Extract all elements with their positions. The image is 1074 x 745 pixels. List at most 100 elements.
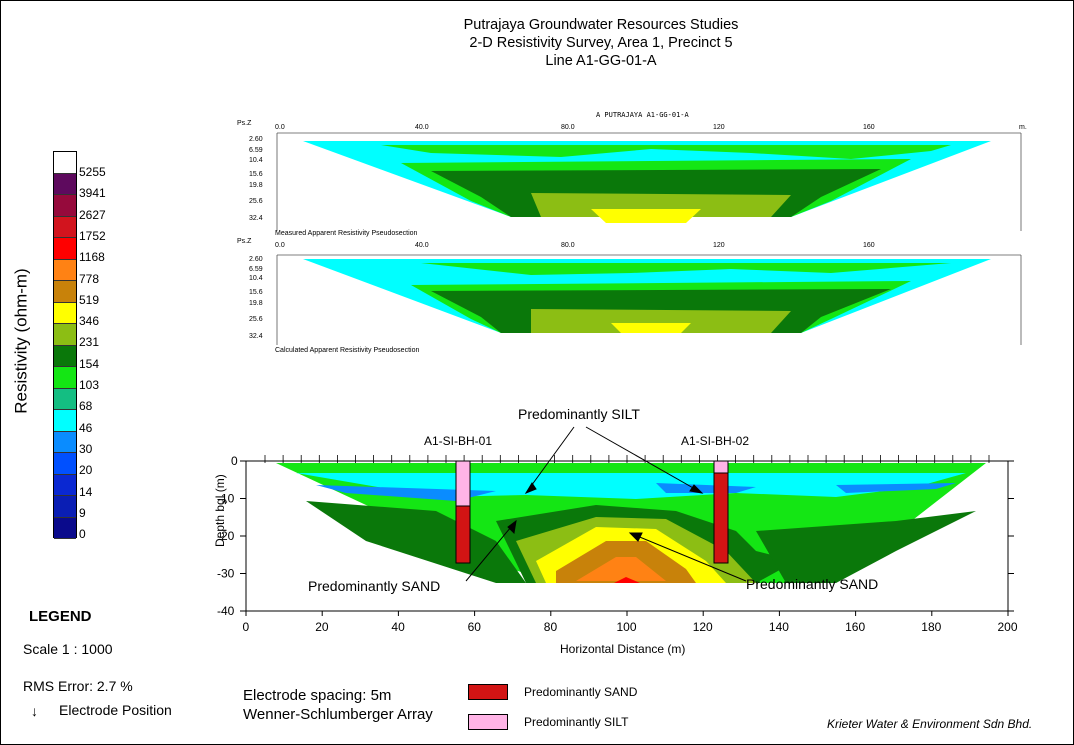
unit-label: m. — [1019, 124, 1027, 131]
annotation-sand-left: Predominantly SAND — [308, 578, 440, 594]
pseudosection-caption: Calculated Apparent Resistivity Pseudose… — [275, 347, 419, 354]
title-line-2: 2-D Resistivity Survey, Area 1, Precinct… — [469, 35, 733, 51]
section-x-tick-label: 0 — [243, 620, 250, 634]
section-x-tick-label: 80 — [544, 620, 558, 634]
scale-swatch — [54, 453, 76, 475]
scale-swatch — [54, 173, 76, 195]
scale-label: 14 — [79, 484, 93, 499]
section-band-blue — [836, 483, 956, 493]
credit: Krieter Water & Environment Sdn Bhd. — [827, 717, 1033, 731]
section-x-ticks: 0 20 40 60 80 100 120 140 160 180 200 — [243, 611, 1018, 634]
pseudo-band-green — [421, 263, 951, 275]
inverted-resistivity-section: 0 20 40 60 80 100 120 140 160 180 200 0 -10 -20 -30 -4… — [213, 406, 1018, 656]
scale-label: 2627 — [79, 207, 106, 222]
scale-label: 0 — [79, 527, 86, 542]
pseudo-band-green — [381, 145, 951, 159]
section-y-tick-label: -20 — [217, 529, 235, 543]
annotation-silt: Predominantly SILT — [518, 406, 640, 422]
ps-label: Ps.Z — [237, 238, 252, 245]
pseudo-band-olive — [531, 309, 791, 333]
depth-tick-label: 2.60 — [249, 256, 263, 263]
section-band-red — [614, 577, 640, 583]
measured-pseudosection: A PUTRAJAYA A1-GG-01-A Ps.Z 0.0 40.0 80.… — [237, 111, 1027, 237]
resistivity-color-scale — [53, 151, 77, 539]
title-line-1: Putrajaya Groundwater Resources Studies — [463, 17, 739, 33]
legend-scale: Scale 1 : 1000 — [23, 641, 113, 657]
section-y-tick-label: -30 — [217, 567, 235, 581]
scale-swatch — [54, 431, 76, 453]
section-x-tick-label: 100 — [617, 620, 637, 634]
scale-label: 1752 — [79, 228, 106, 243]
depth-tick-label: 32.4 — [249, 215, 263, 222]
scale-swatch — [54, 302, 76, 324]
scale-label: 3941 — [79, 186, 106, 201]
depth-tick-label: 15.6 — [249, 171, 263, 178]
x-tick-label: 40.0 — [415, 124, 429, 131]
section-x-tick-label: 140 — [769, 620, 789, 634]
section-x-tick-label: 20 — [315, 620, 329, 634]
legend-rms: RMS Error: 2.7 % — [23, 678, 133, 694]
scale-label: 30 — [79, 441, 93, 456]
scale-swatch — [54, 410, 76, 432]
section-band-blue — [316, 485, 496, 501]
ps-label: Ps.Z — [237, 120, 252, 127]
x-tick-label: 0.0 — [275, 242, 285, 249]
scale-label: 1168 — [79, 250, 105, 265]
section-x-tick-label: 180 — [921, 620, 941, 634]
section-y-tick-label: -40 — [217, 604, 235, 618]
calculated-pseudosection: Ps.Z 0.0 40.0 80.0 120 160 2.60 6.59 10.… — [237, 238, 1022, 354]
depth-tick-label: 2.60 — [249, 136, 263, 143]
depth-tick-label: 10.4 — [249, 275, 263, 282]
x-tick-label: 160 — [863, 124, 875, 131]
scale-swatch — [54, 324, 76, 346]
section-x-tick-label: 60 — [468, 620, 482, 634]
x-tick-label: 80.0 — [561, 124, 575, 131]
electrode-positions — [264, 455, 990, 463]
depth-tick-label: 6.59 — [249, 266, 263, 273]
scale-swatch — [54, 496, 76, 518]
borehole-1-silt — [455, 460, 471, 512]
borehole-1-label: A1-SI-BH-01 — [424, 434, 492, 448]
depth-tick-label: 15.6 — [249, 289, 263, 296]
pseudosection-caption: Measured Apparent Resistivity Pseudosect… — [275, 230, 418, 237]
depth-tick-label: 25.6 — [249, 316, 263, 323]
section-y-tick-label: -10 — [217, 492, 235, 506]
electrode-arrow-icon: ↓ — [31, 703, 38, 719]
section-band-dark-green — [756, 511, 976, 583]
x-tick-label: 80.0 — [561, 242, 575, 249]
scale-swatch — [54, 195, 76, 217]
scale-label: 231 — [79, 335, 100, 350]
scale-label: 20 — [79, 463, 93, 478]
scale-swatch — [54, 517, 76, 539]
scale-label: 154 — [79, 356, 100, 371]
scale-swatch — [54, 152, 76, 174]
annotation-arrows — [465, 426, 747, 582]
sand-key-swatch — [468, 684, 508, 700]
section-x-label: Horizontal Distance (m) — [560, 642, 685, 656]
scale-swatch — [54, 367, 76, 389]
borehole-2-silt — [713, 460, 729, 474]
scale-label: 9 — [79, 505, 86, 520]
section-y-tick-label: 0 — [231, 454, 238, 468]
x-tick-label: 0.0 — [275, 124, 285, 131]
scale-swatch — [54, 216, 76, 238]
silt-key-label: Predominantly SILT — [524, 715, 629, 729]
scale-swatch — [54, 388, 76, 410]
section-y-ticks: 0 -10 -20 -30 -40 — [217, 454, 1014, 618]
x-tick-label: 120 — [713, 242, 725, 249]
section-x-tick-label: 40 — [391, 620, 405, 634]
scale-swatch — [54, 259, 76, 281]
sand-key-label: Predominantly SAND — [524, 685, 638, 699]
pseudosection-header: A PUTRAJAYA A1-GG-01-A — [596, 111, 690, 119]
depth-tick-label: 32.4 — [249, 333, 263, 340]
x-tick-label: 40.0 — [415, 242, 429, 249]
depth-tick-label: 19.8 — [249, 300, 263, 307]
pseudo-band-yellow — [591, 209, 701, 223]
scale-swatch — [54, 281, 76, 303]
silt-key-swatch — [468, 714, 508, 730]
scale-label: 778 — [79, 271, 100, 286]
depth-tick-label: 6.59 — [249, 147, 263, 154]
annotation-sand-right: Predominantly SAND — [746, 576, 878, 592]
depth-tick-label: 19.8 — [249, 182, 263, 189]
